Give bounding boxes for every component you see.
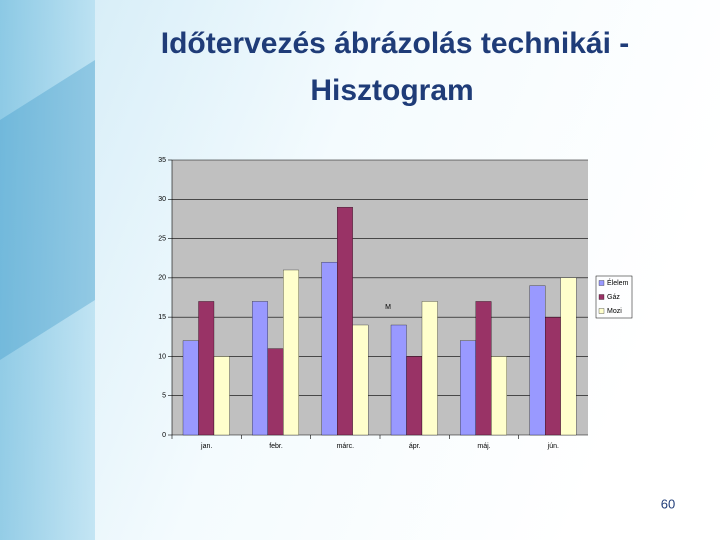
bar (421, 301, 438, 436)
chart: 0 5 10 15 20 25 30 35 jan. febr. márc. ápr. máj. jún.… (158, 157, 633, 450)
y-tick-label: 25 (158, 235, 166, 242)
y-tick-label: 10 (158, 353, 166, 360)
y-tick-label: 15 (158, 314, 166, 321)
x-tick-label: jún. (547, 443, 559, 450)
y-tick-label: 35 (158, 157, 166, 164)
bar (545, 316, 561, 436)
y-tick-label: 0 (162, 432, 166, 439)
x-tick-label: máj. (477, 443, 490, 450)
bar (252, 301, 268, 436)
side-band (0, 0, 95, 540)
x-tick-label: márc. (337, 443, 355, 450)
bar (390, 324, 407, 436)
y-tick-label: 5 (162, 393, 166, 400)
x-tick-label: jan. (200, 443, 212, 450)
bar (267, 348, 284, 436)
bar (529, 285, 546, 436)
bar (321, 261, 338, 436)
page-number: 60 (661, 496, 675, 511)
legend-swatch (598, 294, 605, 300)
legend-label: Gáz (607, 294, 620, 301)
y-tick-label: 30 (158, 196, 166, 203)
bar (182, 340, 199, 436)
bar (352, 324, 369, 436)
plot-area (172, 160, 588, 435)
bar (491, 356, 507, 436)
bar (283, 269, 299, 436)
annotation: M (385, 304, 391, 311)
x-tick-label: febr. (269, 443, 283, 450)
side-shape (0, 60, 95, 360)
legend-label: Mozi (607, 308, 622, 315)
y-tick-label: 20 (158, 275, 166, 282)
bar (475, 301, 492, 436)
bar (406, 356, 423, 436)
bar (460, 340, 476, 436)
legend-box (595, 275, 633, 319)
title-line: Időtervezés ábrázolás technikái - (161, 27, 630, 60)
bar (213, 356, 230, 436)
x-tick-label: ápr. (409, 443, 421, 450)
bar (198, 301, 215, 436)
legend-swatch (598, 280, 605, 286)
bar (337, 206, 353, 436)
legend-label: Élelem (607, 278, 629, 287)
legend-swatch (598, 308, 605, 314)
bar (560, 277, 577, 436)
title-line: Hisztogram (310, 74, 473, 107)
